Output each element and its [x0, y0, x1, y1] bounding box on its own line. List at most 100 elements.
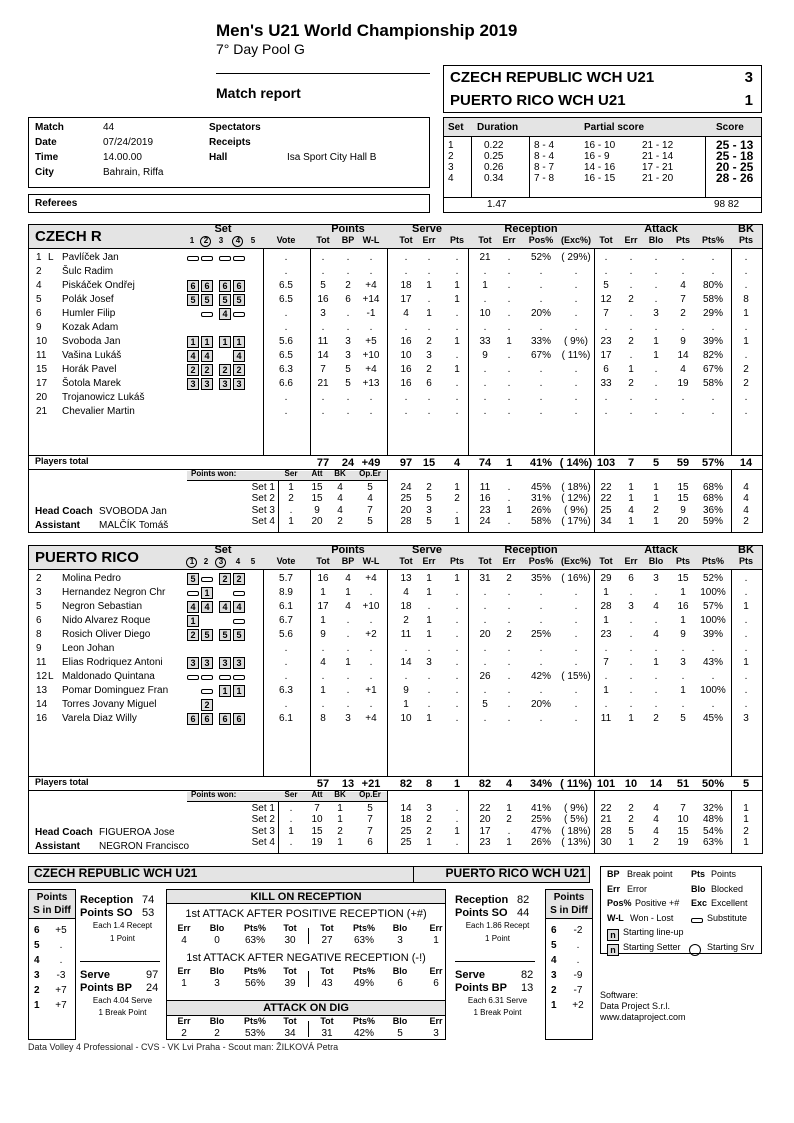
neg-title: 1st ATTACK AFTER NEGATIVE RECEPTION (-!): [186, 952, 426, 964]
break-point: 1 Break Point: [98, 1008, 147, 1017]
stat-cell: 16: [317, 294, 329, 305]
player-row[interactable]: 1 L Pavlíček Jan....... 21. 52% ( 29%)......: [29, 251, 762, 265]
set-number: 5: [250, 236, 256, 245]
player-row[interactable]: 9 Leon Johan.................: [29, 642, 762, 656]
player-row[interactable]: 12 L Maldonado Quintana....... 26. 42% ( 15%)…: [29, 670, 762, 684]
stat-cell: .: [483, 643, 487, 654]
group-header: Attack: [644, 223, 678, 235]
legend-desc: Won - Lost: [630, 912, 674, 923]
player-row[interactable]: 10 Svoboda Jan 1 1 1 1 5.6 11 3 +5 16 2 1 33 1 33%( 9%)…: [29, 335, 762, 349]
player-row[interactable]: 5 Negron Sebastian 4 4 4 4 6.1 17 4 +10 18...... 28…: [29, 600, 762, 614]
total-cell: 57%: [701, 457, 725, 469]
software-url[interactable]: www.dataproject.com: [600, 1012, 686, 1022]
stat-cell: .: [744, 280, 748, 291]
set-stat-cell: 2: [628, 814, 634, 826]
stat-cell: .: [604, 322, 608, 333]
player-row[interactable]: 13 Pomar Dominguez Fran 1 1 6.3 1. +1 9...... 1.…: [29, 684, 762, 698]
player-row[interactable]: 2 Šulc Radim.................: [29, 265, 762, 279]
player-row[interactable]: 2 Molina Pedro 5 2 2 5.7 16 4 +4 13 1 1 31 2 35%( 16%)…: [29, 572, 762, 586]
stat-cell: .: [539, 601, 543, 612]
set-stat-cell: 68%: [702, 482, 724, 493]
player-row[interactable]: 11 Elias Rodriquez Antoni 3 3 3 3. 4 1. 14 3.....…: [29, 656, 762, 670]
stat-cell: .: [284, 671, 288, 682]
player-number: 11: [36, 350, 47, 361]
player-row[interactable]: 15 Horák Pavel 2 2 2 2 6.3 7 5 +4 16 2 1.... 6 1. 4 67% 2: [29, 363, 762, 377]
starting-position-box: 5: [187, 294, 199, 306]
stat-cell: .: [346, 266, 350, 277]
divider: [468, 249, 469, 455]
stat-cell: .: [404, 252, 408, 263]
player-row[interactable]: 9 Kozak Adam.................: [29, 321, 762, 335]
starting-position-box: 4: [219, 308, 231, 320]
player-row[interactable]: 17 Šotola Marek 3 3 3 3 6.6 21 5 +13 16 6..... 33 2. 1…: [29, 377, 762, 391]
player-row[interactable]: 6 Nido Alvarez Roque 1 6.7 1.. 2 1..... 1.. 1 100…: [29, 614, 762, 628]
report-label: Match report: [216, 85, 301, 101]
player-row[interactable]: 11 Vašina Lukáš 4 4 4 6.5 14 3 +10 10 3. 9. 67%( 11%…: [29, 349, 762, 363]
rotation-diff: +7: [55, 985, 67, 996]
player-row[interactable]: 5 Polák Josef 5 5 5 5 6.5 16 6 +14 17. 1.... 12 2. 7 58…: [29, 293, 762, 307]
starting-position-box: 5: [219, 629, 231, 641]
player-name: Nido Alvarez Roque: [62, 615, 151, 626]
stat-cell: .: [369, 657, 373, 668]
stat-cell: 33: [600, 378, 612, 389]
divider: [705, 137, 706, 198]
stat-cell: .: [654, 294, 658, 305]
column-header: Tot: [399, 235, 413, 245]
stat-cell: 4: [680, 280, 686, 291]
player-number: 4: [36, 280, 42, 291]
stat-cell: 2: [743, 364, 749, 375]
player-row[interactable]: 20 Trojanowicz Lukáš.................: [29, 391, 762, 405]
player-row[interactable]: 6 Humler Filip 4. 3. -1 4 1. 10. 20%. 7. 3 2 29% 1: [29, 307, 762, 321]
stat-cell: .: [539, 294, 543, 305]
player-number: 3: [36, 587, 42, 598]
player-row[interactable]: 8 Rosich Oliver Diego 2 5 5 5 5.6 9. +2 11 1. 20 2 25…: [29, 628, 762, 642]
player-row[interactable]: 4 Piskáček Ondřej 6 6 6 6 6.5 5 2 +4 18 1 1 1... 5.. 4 8…: [29, 279, 762, 293]
stat-cell: 39%: [702, 336, 724, 347]
stat-cell: 1: [426, 280, 432, 291]
stat-cell: +4: [365, 573, 377, 584]
stat-cell: .: [369, 392, 373, 403]
starting-position-box: 1: [201, 587, 213, 599]
legend-desc: Positive +#: [635, 898, 680, 908]
player-row[interactable]: 21 Chevalier Martin.................: [29, 405, 762, 419]
stat-cell: .: [346, 252, 350, 263]
stat-cell: ( 9%): [564, 336, 588, 347]
legend-desc: Starting line-up: [623, 927, 684, 937]
kill-cell: 39: [284, 978, 296, 989]
rotation-number: 3: [34, 970, 40, 981]
stat-cell: .: [369, 266, 373, 277]
kill-cell: 0: [214, 935, 220, 946]
stat-cell: 3: [680, 657, 686, 668]
stat-cell: .: [507, 657, 511, 668]
divider: [308, 971, 309, 987]
set-stat-cell: 28: [400, 515, 412, 527]
stat-cell: .: [455, 601, 459, 612]
stat-cell: 1: [680, 685, 686, 696]
starting-position-box: 4: [233, 350, 245, 362]
stat-cell: 6: [345, 294, 351, 305]
receipts-label: Receipts: [209, 137, 251, 148]
player-row[interactable]: 16 Varela Diaz Willy 6 6 6 6 6.1 8 3 +4 10 1..... 11…: [29, 712, 762, 726]
starting-position-box: 1: [201, 336, 213, 348]
page-title: Men's U21 World Championship 2019: [216, 21, 518, 40]
stat-cell: .: [681, 406, 685, 417]
player-row[interactable]: 3 Hernandez Negron Chr 1 8.9 1 1. 4 1..... 1.. 1 1…: [29, 586, 762, 600]
set-stat-cell: ( 13%): [561, 836, 591, 848]
stat-cell: 2: [628, 294, 634, 305]
player-number: 6: [36, 615, 42, 626]
player-number: 16: [36, 713, 48, 724]
stat-cell: .: [483, 601, 487, 612]
stat-cell: .: [455, 587, 459, 598]
column-header: Tot: [478, 556, 492, 566]
player-number: 10: [36, 336, 48, 347]
stat-cell: ( 11%): [561, 350, 591, 361]
player-row[interactable]: 14 Torres Jovany Miguel 2.... 1.. 5. 20%.....…: [29, 698, 762, 712]
total-cell: 15: [422, 457, 436, 469]
legend-desc: Excellent: [711, 898, 748, 908]
stat-cell: .: [507, 406, 511, 417]
stat-cell: .: [654, 252, 658, 263]
serve-label: Serve: [80, 969, 110, 981]
pw-header: Op.Er: [359, 469, 381, 478]
divider: [80, 961, 160, 962]
divider: [594, 249, 595, 455]
